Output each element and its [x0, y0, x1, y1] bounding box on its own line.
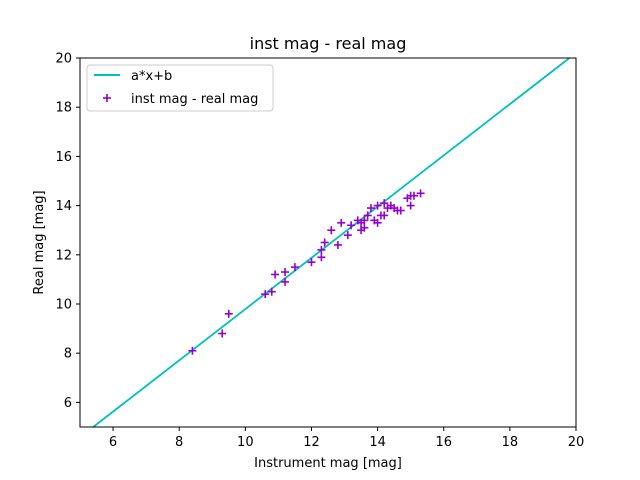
chart-title: inst mag - real mag [250, 34, 407, 53]
x-axis-label: Instrument mag [mag] [254, 456, 402, 471]
data-point [188, 346, 197, 355]
x-tick-label: 20 [568, 435, 585, 450]
legend-marker-swatch [103, 94, 111, 102]
data-point [366, 204, 375, 213]
data-point [261, 290, 270, 299]
legend-label-scatter: inst mag - real mag [131, 92, 258, 107]
data-point [373, 218, 382, 227]
legend: a*x+b inst mag - real mag [86, 64, 274, 112]
data-point [281, 268, 290, 277]
legend-box [86, 64, 274, 112]
y-tick-label: 10 [55, 298, 72, 313]
ticks: 6 8 10 12 14 16 18 20 6 8 10 12 14 16 18 20 [55, 52, 584, 451]
data-point [380, 211, 389, 220]
axes-frame [79, 57, 577, 428]
data-point [320, 238, 329, 247]
data-point [290, 263, 299, 272]
x-tick-label: 14 [369, 435, 386, 450]
data-point [373, 201, 382, 210]
y-tick-label: 8 [64, 347, 72, 362]
data-point [317, 253, 326, 262]
data-point [281, 277, 290, 286]
y-tick-label: 14 [55, 199, 72, 214]
x-tick-label: 18 [502, 435, 519, 450]
x-tick-label: 8 [175, 435, 183, 450]
legend-label-fit-line: a*x+b [131, 69, 172, 84]
data-point [317, 245, 326, 254]
y-tick-label: 12 [55, 248, 72, 263]
data-point [360, 223, 369, 232]
y-tick-label: 6 [64, 396, 72, 411]
plot-area [92, 58, 570, 427]
data-point [396, 206, 405, 215]
data-point [218, 329, 227, 338]
data-point [224, 309, 233, 318]
data-point [409, 191, 418, 200]
data-point [333, 240, 342, 249]
x-tick-label: 6 [109, 435, 117, 450]
data-point [363, 211, 372, 220]
data-point [327, 226, 336, 235]
data-point [337, 218, 346, 227]
data-point [307, 258, 316, 267]
data-point [416, 189, 425, 198]
x-tick-label: 16 [435, 435, 452, 450]
data-point [380, 199, 389, 208]
y-tick-label: 18 [55, 101, 72, 116]
data-point [267, 287, 276, 296]
y-tick-label: 20 [55, 52, 72, 67]
fit-line [92, 58, 570, 427]
data-point [406, 201, 415, 210]
y-axis-label: Real mag [mag] [32, 190, 47, 294]
x-tick-label: 10 [237, 435, 254, 450]
y-tick-label: 16 [55, 150, 72, 165]
data-point [347, 221, 356, 230]
data-point [343, 231, 352, 240]
x-tick-label: 12 [303, 435, 320, 450]
data-point [360, 216, 369, 225]
data-point [271, 270, 280, 279]
